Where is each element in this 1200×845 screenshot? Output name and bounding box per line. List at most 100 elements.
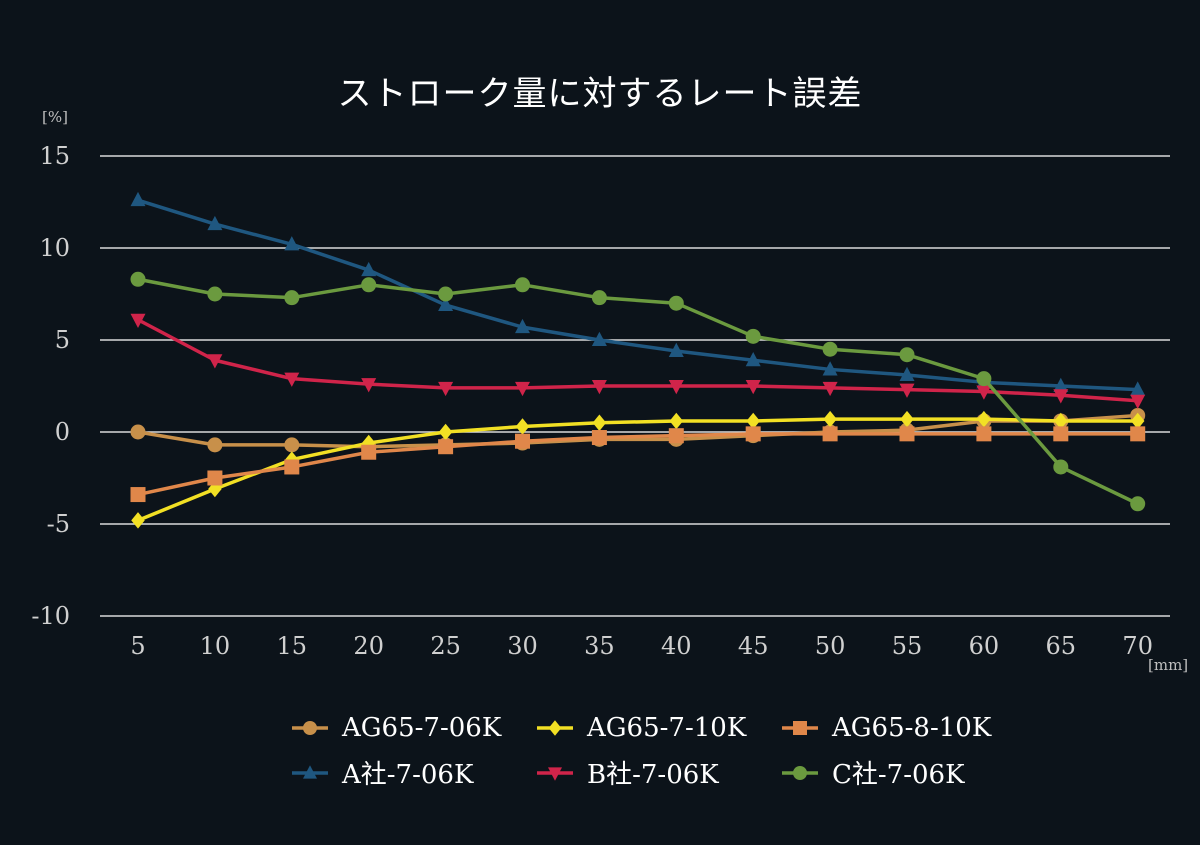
data-point — [668, 428, 684, 444]
data-point — [822, 381, 838, 397]
data-point — [1130, 394, 1146, 409]
data-point — [207, 437, 223, 453]
data-point — [899, 426, 915, 442]
y-tick-label: 15 — [39, 142, 70, 170]
data-point — [1130, 381, 1146, 396]
x-tick-label: 70 — [1122, 632, 1153, 660]
legend-label: AG65-7-10K — [587, 712, 747, 743]
legend-label: B社-7-06K — [587, 760, 719, 790]
x-tick-label: 25 — [430, 632, 461, 660]
data-point — [822, 341, 838, 357]
data-point — [207, 470, 223, 486]
data-point — [669, 412, 684, 430]
legend: AG65-7-06K AG65-7-10K AG65-8-10K A社-7-06K B社… — [290, 705, 1050, 795]
data-point — [284, 236, 300, 251]
legend-label: AG65-7-06K — [342, 712, 502, 743]
x-tick-label: 65 — [1046, 632, 1077, 660]
data-point — [823, 410, 837, 428]
data-point — [207, 215, 223, 231]
data-point — [515, 433, 530, 449]
data-point — [284, 459, 300, 475]
data-point — [976, 426, 992, 442]
data-point — [899, 347, 915, 363]
y-tick-label: 5 — [55, 326, 70, 354]
x-tick-label: 50 — [815, 632, 846, 660]
legend-swatch — [537, 719, 573, 736]
data-point — [207, 286, 223, 302]
legend-item: AG65-7-06K — [290, 713, 535, 743]
data-point — [745, 426, 761, 442]
legend-swatch — [292, 764, 328, 779]
data-point — [1053, 426, 1069, 442]
data-point — [130, 487, 146, 503]
data-point — [131, 512, 145, 529]
legend-row: A社-7-06K B社-7-06K C社-7-06K — [290, 750, 1050, 795]
data-point — [1053, 459, 1069, 475]
y-tick-label: 0 — [55, 418, 70, 446]
x-tick-label: 30 — [507, 632, 538, 660]
data-point — [284, 437, 300, 453]
series-line — [137, 198, 1138, 392]
data-point — [361, 444, 377, 460]
data-point — [745, 328, 761, 344]
legend-row: AG65-7-06K AG65-7-10K AG65-8-10K — [290, 705, 1050, 750]
data-point — [130, 424, 146, 440]
data-point — [1130, 496, 1146, 512]
data-point — [668, 380, 684, 395]
data-point — [438, 423, 453, 441]
data-point — [899, 366, 915, 381]
data-point — [284, 290, 300, 306]
data-point — [130, 191, 146, 207]
chart-title: ストローク量に対するレート誤差 — [337, 74, 863, 114]
data-point — [1130, 412, 1145, 430]
legend-swatch — [537, 766, 573, 781]
legend-item: C社-7-06K — [780, 754, 1025, 791]
y-tick-label: -10 — [31, 602, 70, 630]
data-point — [1130, 426, 1146, 442]
legend-item: AG65-7-10K — [535, 713, 780, 743]
data-point — [361, 277, 377, 293]
data-point — [746, 412, 760, 430]
data-point — [591, 331, 607, 346]
y-tick-label: -5 — [47, 510, 70, 538]
y-axis-unit-label: [%] — [42, 108, 68, 126]
data-point — [977, 410, 991, 428]
legend-label: AG65-8-10K — [832, 712, 992, 743]
series-line — [137, 318, 1138, 403]
x-tick-label: 40 — [661, 632, 692, 660]
legend-swatch — [782, 720, 818, 735]
x-tick-label: 45 — [738, 632, 769, 660]
data-point — [361, 378, 377, 393]
legend-swatch — [782, 765, 818, 780]
series-line — [137, 413, 1138, 449]
legend-item: AG65-8-10K — [780, 713, 1025, 743]
x-tick-label: 35 — [584, 632, 615, 660]
data-point — [438, 286, 454, 302]
data-point — [591, 380, 607, 395]
data-point — [515, 318, 530, 334]
data-point — [900, 410, 914, 428]
data-point — [899, 383, 915, 398]
legend-label: A社-7-06K — [342, 760, 474, 790]
data-point — [438, 296, 454, 312]
y-tick-label: 10 — [39, 234, 70, 262]
series-line — [137, 277, 1139, 506]
series-line — [137, 417, 1138, 522]
data-point — [591, 430, 607, 446]
data-point — [1053, 389, 1069, 404]
legend-item: B社-7-06K — [535, 754, 780, 791]
data-point — [668, 295, 684, 311]
data-point — [822, 426, 838, 442]
x-tick-label: 55 — [892, 632, 923, 660]
data-point — [1053, 377, 1069, 392]
x-tick-label: 20 — [353, 632, 384, 660]
data-point — [592, 414, 607, 432]
legend-swatch — [292, 720, 328, 735]
data-point — [745, 380, 761, 395]
x-tick-label: 15 — [277, 632, 308, 660]
x-tick-label: 10 — [200, 632, 231, 660]
data-point — [668, 342, 684, 358]
x-tick-label: 60 — [969, 632, 1000, 660]
